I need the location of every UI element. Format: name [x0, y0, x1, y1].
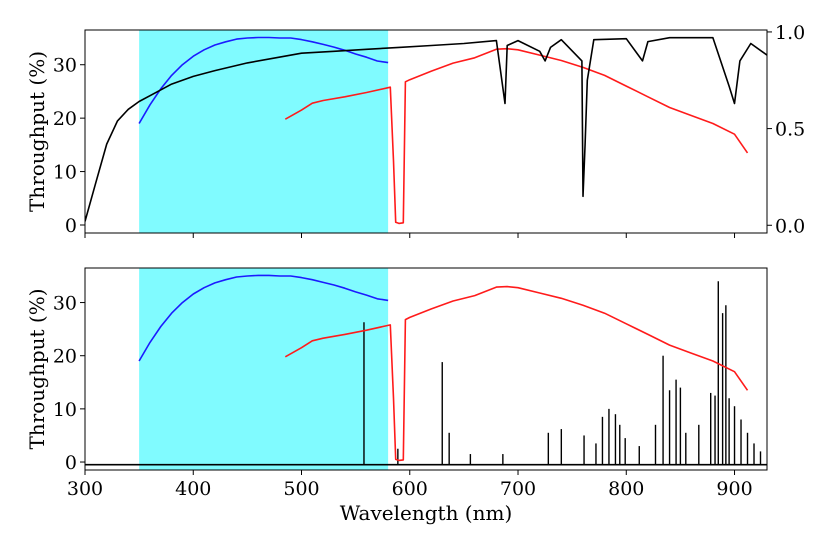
x-tick-label: 900 [716, 478, 752, 500]
x-tick-label: 700 [500, 478, 536, 500]
y-axis-label: Throughput (%) [25, 288, 49, 449]
x-axis-label: Wavelength (nm) [340, 501, 513, 525]
y-tick-label: 20 [53, 108, 77, 130]
y-tick-label: 10 [53, 399, 77, 421]
plot-area [85, 274, 767, 466]
x-tick-label: 800 [608, 478, 644, 500]
red-filter-throughput-line [284, 47, 749, 225]
emission-spectrum [85, 281, 767, 466]
red-filter-throughput-line [284, 285, 749, 462]
x-tick-label: 600 [392, 478, 428, 500]
shaded-band [139, 30, 389, 233]
y-tick-label: 20 [53, 346, 77, 368]
x-tick-label: 400 [175, 478, 211, 500]
y2-tick-label: 0.5 [775, 119, 805, 141]
y-tick-label: 0 [65, 452, 77, 474]
atmospheric-transmission-line [85, 36, 767, 222]
plot-frame [84, 29, 768, 234]
y-tick-label: 10 [53, 162, 77, 184]
shaded-band [139, 268, 389, 470]
plot-area [85, 36, 767, 225]
y-tick-label: 0 [65, 215, 77, 237]
y-axis-label: Throughput (%) [25, 51, 49, 212]
y-tick-label: 30 [53, 55, 77, 77]
y2-tick-label: 1.0 [775, 22, 805, 44]
blue-filter-throughput-line [138, 274, 389, 362]
x-tick-label: 300 [67, 478, 103, 500]
y2-tick-label: 0.0 [775, 215, 805, 237]
top-panel: 0 10 20 30 0.0 0.5 1.0 Throughput (%) [25, 22, 805, 238]
y-tick-label: 30 [53, 293, 77, 315]
plot-frame [84, 267, 768, 471]
x-tick-label: 500 [283, 478, 319, 500]
